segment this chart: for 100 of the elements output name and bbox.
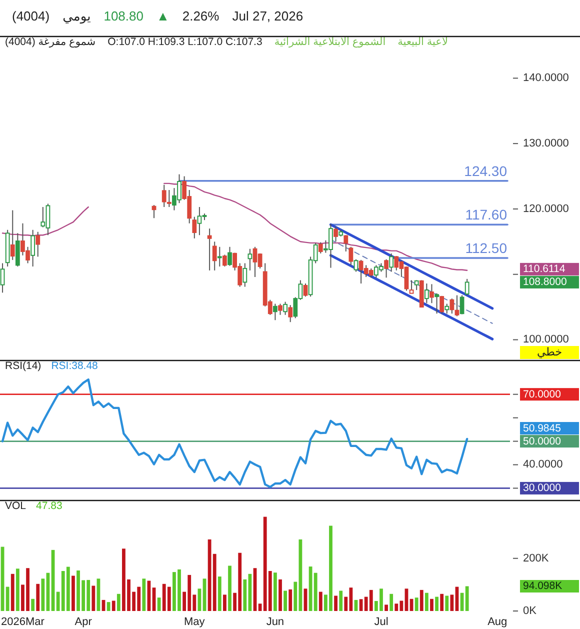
header-text: Jul 27, 2026 — [232, 8, 304, 24]
axis-value-label: 50.0000 — [523, 435, 561, 448]
bar — [435, 596, 438, 611]
y-tick-label: 140.0000 — [523, 72, 569, 84]
candlestick — [212, 241, 217, 271]
bar — [384, 604, 388, 611]
candlestick — [389, 252, 394, 272]
y-tick-label: 130.0000 — [523, 138, 569, 150]
ylabel: خطي — [537, 346, 562, 358]
candlestick — [454, 294, 460, 317]
panel-legend-text: (4004) شموع مفرغة — [5, 36, 96, 48]
candlestick — [273, 303, 278, 321]
candlestick — [36, 231, 40, 258]
panel-title: RSI(14) — [5, 360, 42, 372]
x-tick-label: Aug — [488, 616, 508, 628]
bar — [106, 602, 110, 611]
candlestick — [344, 234, 348, 252]
header-text: 108.80 — [104, 8, 144, 24]
axis-value-label: 70.0000 — [523, 388, 561, 400]
bar — [228, 566, 232, 611]
x-tick-label: Jun — [266, 616, 284, 628]
panel-subtitle: RSI:38.48 — [51, 360, 98, 372]
line-series — [329, 254, 494, 340]
candlestick — [430, 284, 434, 304]
candlestick — [424, 283, 429, 304]
panel-legend-text: O:107.0 H:109.3 L:107.0 C:107.3 — [108, 36, 262, 48]
panel-legend-text: لاعية البيعية — [398, 36, 448, 48]
y-tick-label: 200K — [523, 552, 549, 564]
bar — [10, 574, 14, 611]
axis-value-label: 108.8000 — [523, 276, 567, 288]
x-tick-label: Apr — [74, 616, 92, 628]
bar — [288, 589, 292, 611]
bar — [243, 579, 247, 611]
candlestick — [30, 229, 36, 267]
candlestick — [348, 246, 354, 266]
bar — [6, 586, 10, 611]
axis-value-label: 30.0000 — [523, 482, 561, 494]
candlestick — [228, 246, 232, 266]
bar — [16, 568, 20, 611]
candlestick — [217, 246, 222, 267]
bar — [258, 604, 262, 611]
bar — [424, 592, 428, 611]
bar — [318, 592, 322, 611]
candlestick — [222, 254, 227, 267]
bar — [334, 596, 338, 611]
candlestick — [440, 295, 444, 314]
candlestick — [354, 258, 358, 272]
bar — [390, 594, 394, 611]
bar — [41, 578, 45, 611]
candlestick — [409, 280, 414, 294]
candlestick — [283, 301, 288, 316]
bar — [92, 586, 96, 611]
line-label: 124.30 — [464, 162, 507, 179]
bar — [430, 598, 434, 611]
candlestick — [444, 303, 450, 314]
header-text: (4004) — [12, 8, 50, 24]
bar — [278, 579, 282, 611]
bar — [420, 590, 424, 611]
bar — [72, 576, 75, 611]
bar — [450, 594, 454, 611]
x-tick-label: May — [184, 616, 205, 628]
bar — [274, 572, 277, 611]
bar — [414, 598, 418, 611]
candlestick — [152, 204, 156, 219]
candlestick — [460, 294, 464, 315]
bar — [157, 598, 161, 611]
panel-legend-text: الشموع الابتلاعية الشرائية — [274, 36, 386, 48]
axis-value-label: 94.098K — [523, 580, 562, 592]
candlestick — [450, 298, 454, 314]
candlestick — [434, 292, 439, 314]
x-tick-label: 2026Mar — [1, 616, 44, 628]
axis-value-label: 110.6114 — [523, 263, 566, 276]
bar — [218, 576, 222, 611]
bar — [465, 586, 469, 611]
candlestick — [0, 262, 5, 294]
line-label: 112.50 — [465, 240, 507, 256]
candlestick — [288, 304, 293, 323]
candlestick — [303, 283, 308, 298]
candlestick — [414, 280, 419, 291]
candlestick — [278, 303, 282, 316]
bar — [339, 590, 343, 611]
candlestick — [207, 228, 212, 271]
bar — [36, 584, 40, 611]
candlestick — [242, 262, 248, 288]
panel-subtitle: 47.83 — [36, 500, 62, 512]
bar — [116, 594, 120, 611]
y-tick-label: 120.0000 — [523, 202, 569, 215]
y-tick-label: 100.0000 — [523, 334, 569, 346]
line-series — [1, 378, 468, 488]
header-text: ▲ — [156, 8, 170, 24]
axis-value-label: 50.9845 — [523, 422, 561, 434]
candlestick — [248, 248, 252, 271]
candlestick — [192, 216, 197, 239]
header-text: 2.26% — [182, 8, 220, 24]
bar — [440, 594, 444, 611]
bar — [314, 572, 318, 611]
bar — [142, 578, 146, 611]
candlestick — [384, 258, 388, 278]
header-text: يومي — [62, 8, 91, 24]
panel-title: VOL — [5, 500, 26, 512]
